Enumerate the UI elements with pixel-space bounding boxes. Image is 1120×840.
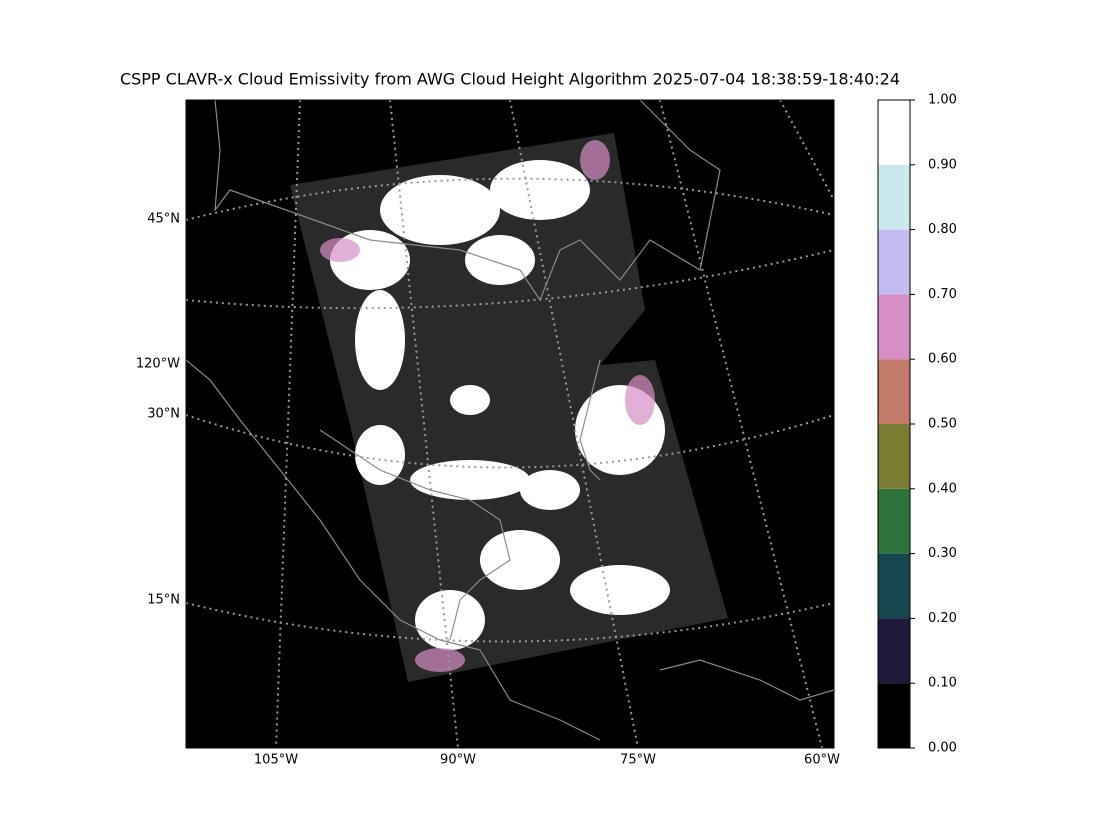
coastline [659, 659, 834, 701]
graticule [186, 414, 834, 469]
clouds [330, 160, 670, 650]
coastline [319, 429, 511, 641]
colorbar-tick-label: 0.50 [928, 417, 957, 432]
lon-label: 75°W [620, 753, 656, 768]
colorbar-segment [878, 553, 910, 619]
colorbar-tick-label: 0.30 [928, 546, 957, 561]
map-content [186, 100, 834, 748]
graticule [509, 100, 639, 748]
lon-label: 90°W [440, 753, 476, 768]
colorbar-tick-label: 0.40 [928, 481, 957, 496]
colorbar-tick-label: 0.00 [928, 741, 957, 756]
colorbar-segment [878, 229, 910, 295]
colorbar-segment [878, 618, 910, 684]
lon-label: 105°W [254, 753, 298, 768]
colorbar: 0.00 0.10 0.20 0.30 0.40 0.50 0.60 0.70 0.80 0.90… [877, 93, 957, 756]
colorbar-segment [878, 488, 910, 554]
cloud-edges [320, 140, 655, 672]
coastline [186, 359, 601, 741]
map: 45°N 120°W 30°N 15°N 105°W 90°W 75°W 60°… [136, 99, 840, 768]
colorbar-tick-label: 1.00 [928, 93, 957, 108]
colorbar-tick-label: 0.60 [928, 352, 957, 367]
lat-label: 15°N [147, 593, 180, 608]
title: CSPP CLAVR-x Cloud Emissivity from AWG C… [120, 70, 900, 89]
colorbar-segment [878, 424, 910, 489]
graticule [275, 100, 301, 748]
lat-label: 120°W [136, 357, 180, 372]
colorbar-segment [878, 683, 910, 748]
colorbar-tick-label: 0.70 [928, 287, 957, 302]
map-frame [185, 99, 835, 749]
graticule [389, 100, 459, 748]
colorbar-tick-label: 0.10 [928, 676, 957, 691]
coastline [579, 359, 601, 481]
lat-label: 30°N [147, 407, 180, 422]
colorbar-tick-label: 0.80 [928, 222, 957, 237]
colorbar-tick-label: 0.20 [928, 611, 957, 626]
colorbar-segment [878, 294, 910, 360]
graticule [779, 100, 834, 201]
colorbar-segment [878, 164, 910, 230]
graticule [186, 602, 834, 643]
lat-label: 45°N [147, 212, 180, 227]
colorbar-segment [878, 359, 910, 424]
lon-label: 60°W [804, 753, 840, 768]
colorbar-segment [878, 100, 910, 165]
graticule [186, 177, 834, 221]
graticule [186, 249, 834, 310]
colorbar-tick-label: 0.90 [928, 157, 957, 172]
coastline [214, 100, 721, 302]
